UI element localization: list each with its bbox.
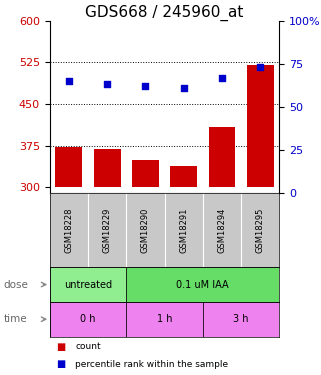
Text: GSM18229: GSM18229 [103, 207, 112, 253]
Title: GDS668 / 245960_at: GDS668 / 245960_at [85, 5, 244, 21]
Bar [126, 302, 203, 337]
Text: ■: ■ [56, 359, 65, 369]
Text: GSM18295: GSM18295 [256, 207, 265, 253]
Text: time: time [3, 314, 27, 324]
Point [257, 64, 263, 70]
Bar [209, 127, 235, 187]
Bar [50, 302, 126, 337]
Bar [170, 166, 197, 187]
Bar [56, 147, 82, 187]
Bar [50, 267, 126, 302]
Text: GSM18290: GSM18290 [141, 207, 150, 253]
Bar [247, 65, 273, 187]
Text: 1 h: 1 h [157, 314, 172, 324]
Text: dose: dose [3, 279, 28, 290]
Point [219, 75, 224, 81]
Bar [126, 267, 279, 302]
Point [66, 78, 72, 84]
Text: count: count [75, 342, 101, 351]
Text: untreated: untreated [64, 279, 112, 290]
Bar [132, 160, 159, 187]
Point [143, 83, 148, 89]
Point [181, 85, 186, 91]
Text: percentile rank within the sample: percentile rank within the sample [75, 360, 229, 369]
Text: 0 h: 0 h [80, 314, 96, 324]
Text: ■: ■ [56, 342, 65, 352]
Text: 0.1 uM IAA: 0.1 uM IAA [177, 279, 229, 290]
Text: GSM18228: GSM18228 [65, 207, 74, 253]
Point [105, 81, 110, 87]
Text: GSM18291: GSM18291 [179, 207, 188, 253]
Bar [94, 149, 120, 187]
Text: 3 h: 3 h [233, 314, 249, 324]
Bar [203, 302, 279, 337]
Text: GSM18294: GSM18294 [217, 207, 226, 253]
